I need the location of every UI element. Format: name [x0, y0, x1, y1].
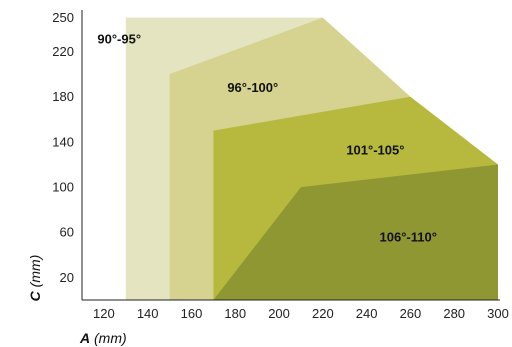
region-labels: 90°-95° 96°-100° 101°-105° 106°-110° [97, 32, 437, 245]
x-tick-label: 300 [487, 306, 509, 321]
x-tick-label: 260 [400, 306, 422, 321]
regions-group [125, 17, 498, 300]
x-tick-label: 200 [268, 306, 290, 321]
region-4 [213, 164, 498, 300]
x-tick-label: 180 [224, 306, 246, 321]
region-label-1: 90°-95° [97, 32, 141, 47]
y-tick-label: 60 [60, 225, 74, 240]
x-tick-label: 280 [443, 306, 465, 321]
y-tick-label: 220 [52, 44, 74, 59]
y-tick-label: 20 [60, 270, 74, 285]
y-tick-label: 180 [52, 89, 74, 104]
x-tick-label: 220 [312, 306, 334, 321]
x-tick-label: 240 [356, 306, 378, 321]
x-ticks: 120 140 160 180 200 220 240 260 280 300 [93, 306, 509, 321]
region-label-3: 101°-105° [346, 142, 404, 157]
x-axis-label: A (mm) [79, 330, 127, 346]
y-axis-label: C (mm) [27, 255, 43, 302]
x-tick-label: 160 [181, 306, 203, 321]
region-label-4: 106°-110° [380, 229, 437, 244]
region-label-2: 96°-100° [227, 80, 278, 95]
x-tick-label: 120 [93, 306, 115, 321]
axes-group [81, 10, 500, 301]
y-tick-label: 100 [52, 180, 74, 195]
y-ticks: 20 60 100 140 180 220 250 [52, 10, 74, 285]
y-tick-label: 250 [52, 10, 74, 25]
y-tick-label: 140 [52, 134, 74, 149]
x-tick-label: 140 [137, 306, 159, 321]
